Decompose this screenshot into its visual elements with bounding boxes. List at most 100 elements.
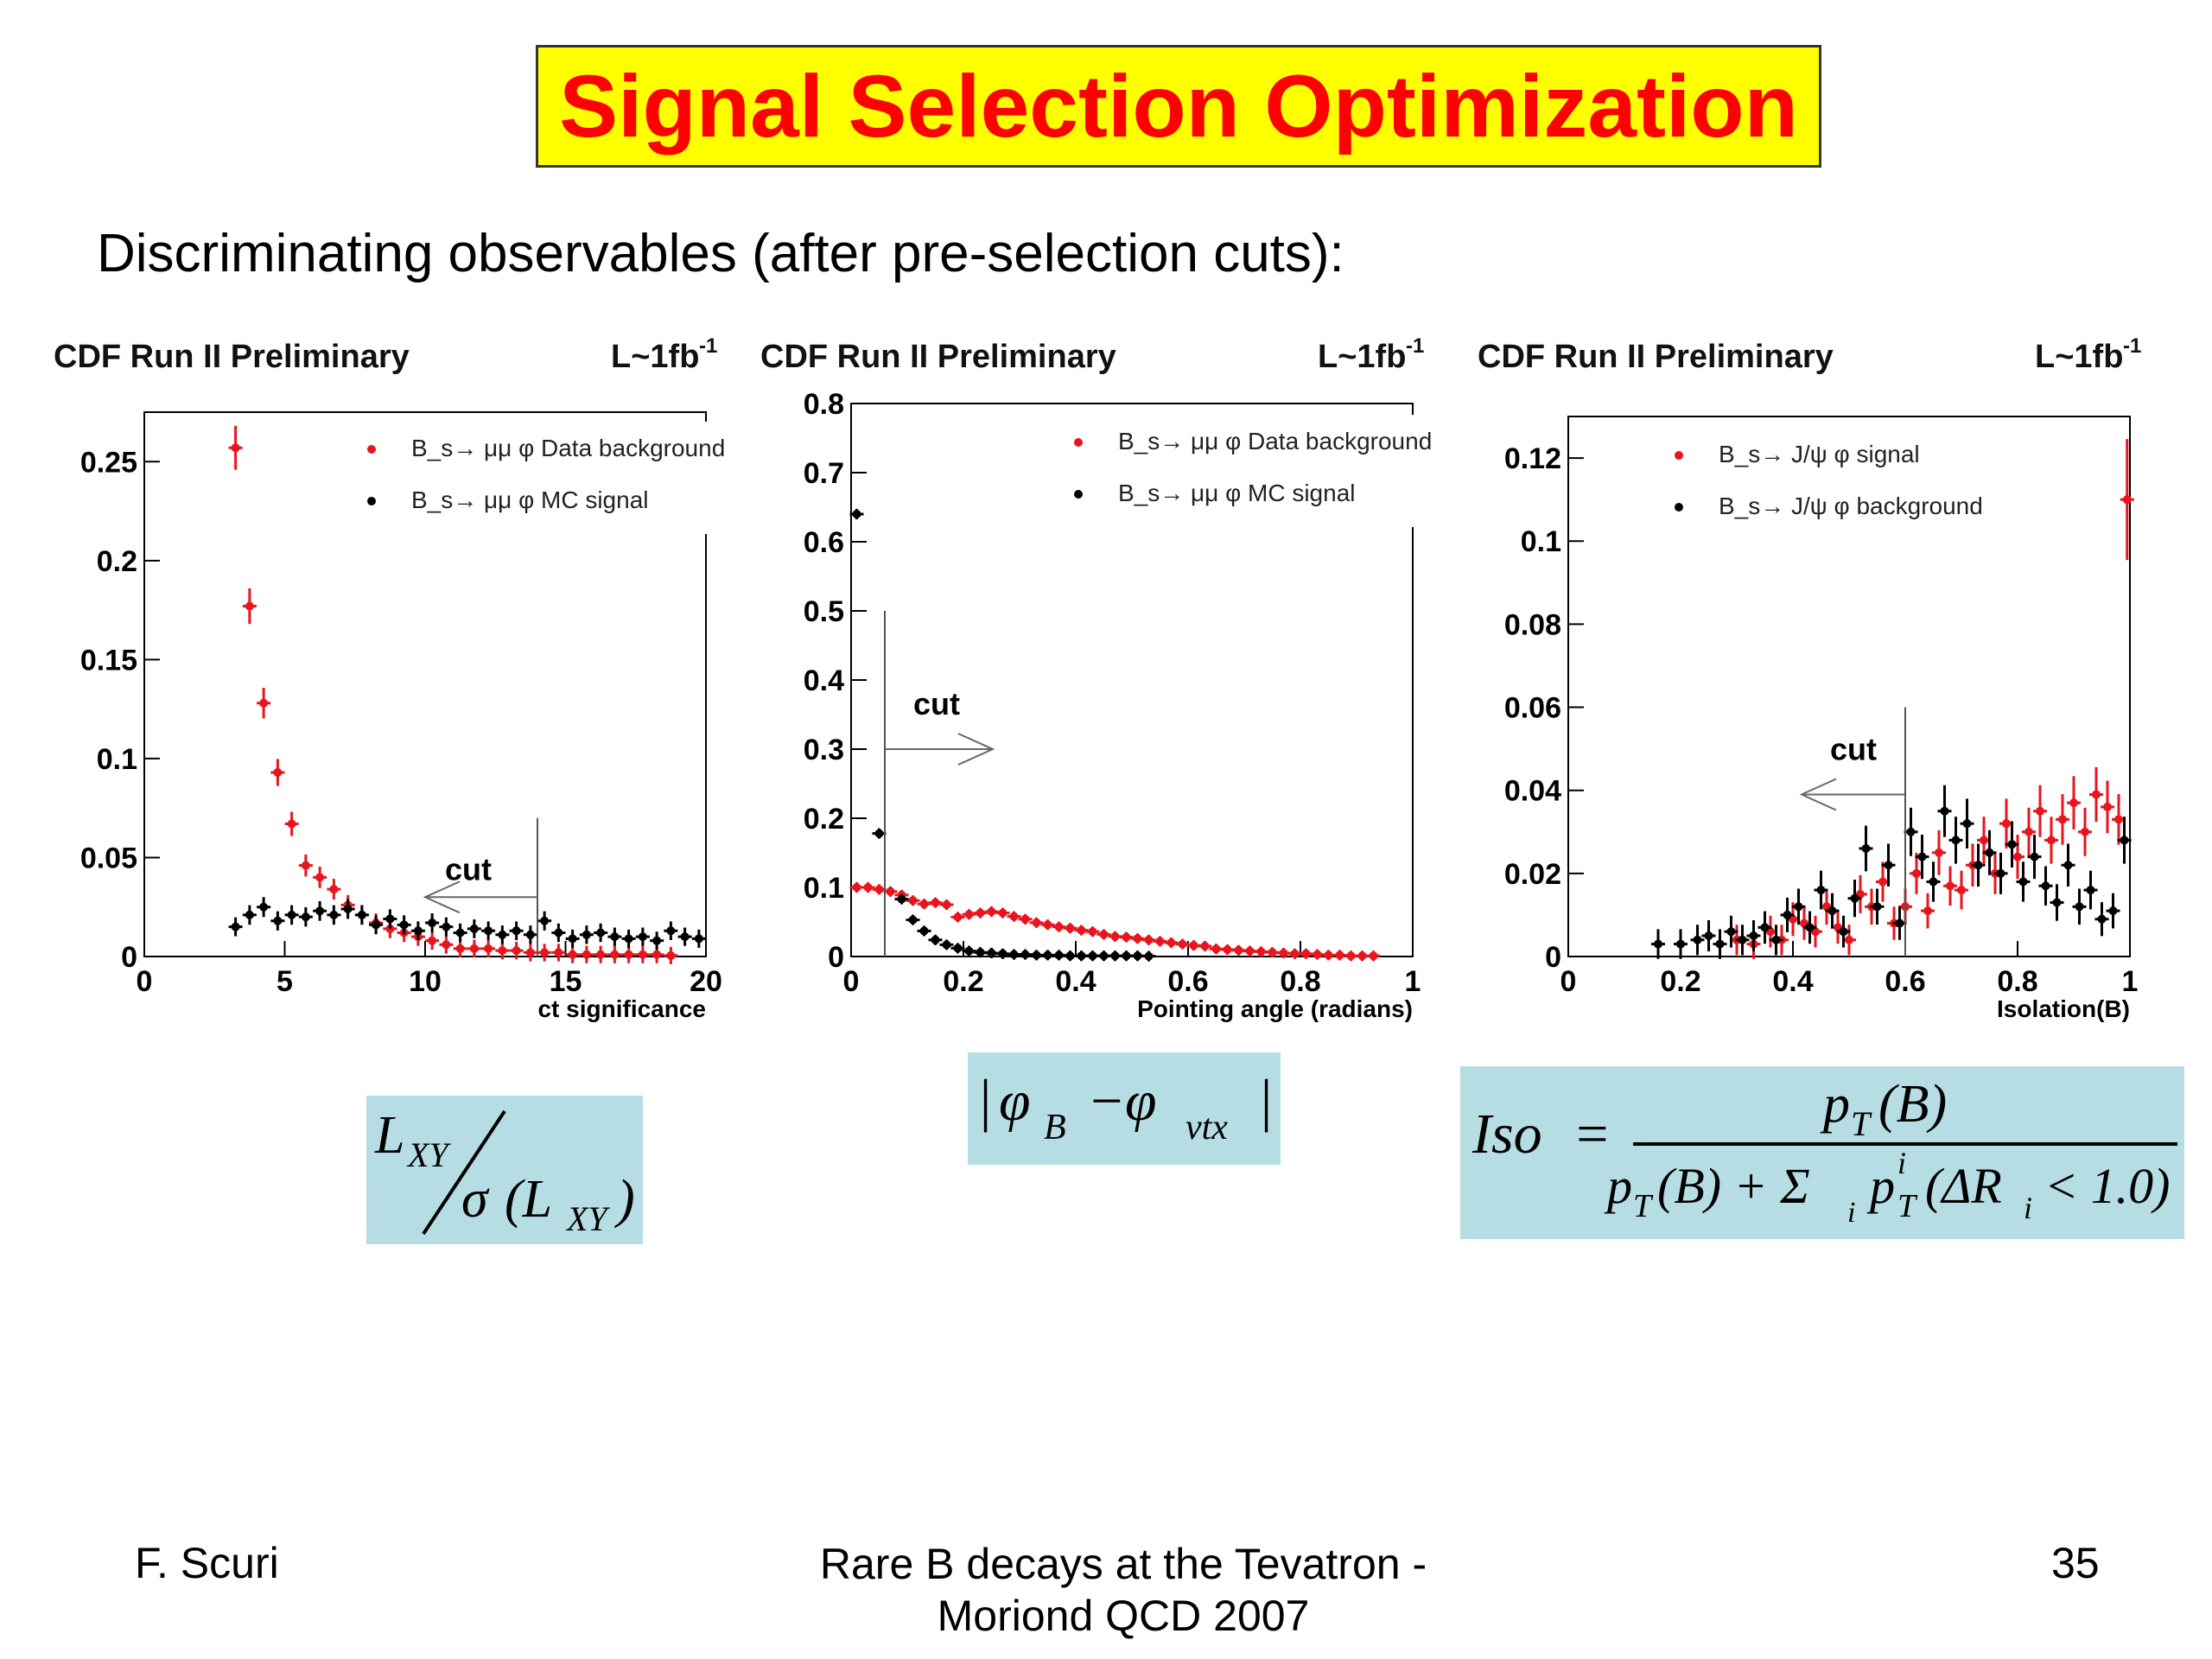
data-point — [987, 949, 996, 957]
legend-marker — [1074, 438, 1083, 447]
plot-ct-significance: CDF Run II Preliminary L~1fb -1 0 0.05 0.1 0.1… — [43, 328, 743, 1041]
data-point — [1980, 836, 1988, 845]
data-point — [1020, 914, 1030, 924]
data-point — [2013, 852, 2022, 861]
formula-iso-den-sub: T — [1633, 1188, 1654, 1224]
data-point — [596, 928, 606, 938]
data-point — [931, 935, 940, 944]
data-point — [1935, 848, 1943, 857]
data-point — [385, 924, 395, 933]
data-point — [1794, 902, 1803, 912]
data-point — [1827, 906, 1837, 916]
y-tick-label: 0.12 — [1504, 442, 1561, 475]
data-point — [1256, 947, 1266, 957]
data-point — [1850, 893, 1859, 903]
data-point — [652, 950, 662, 959]
data-point — [554, 928, 563, 938]
data-point — [1268, 948, 1277, 957]
formula-angle-phi2: φ — [1125, 1070, 1157, 1133]
data-point — [931, 898, 940, 907]
x-tick-label: 20 — [690, 965, 722, 998]
data-point — [2122, 495, 2132, 505]
y-tick-label: 0 — [121, 941, 137, 974]
data-point — [329, 910, 339, 919]
data-point — [919, 899, 929, 909]
data-point — [1122, 951, 1131, 961]
data-point — [315, 906, 325, 916]
data-point — [666, 926, 676, 936]
y-tick-label: 0 — [828, 941, 844, 974]
footer-talk-line2: Moriond QCD 2007 — [937, 1592, 1310, 1640]
x-tick-label: 0.2 — [1660, 965, 1700, 998]
data-point — [1088, 927, 1097, 937]
formula-angle-sub-b: B — [1044, 1108, 1066, 1147]
data-point — [1872, 902, 1882, 912]
data-point — [1962, 819, 1972, 829]
data-point — [942, 940, 951, 950]
data-point — [1771, 935, 1781, 944]
data-point — [2058, 815, 2067, 824]
data-point — [1200, 942, 1210, 950]
data-point — [1693, 935, 1702, 944]
data-point — [1144, 935, 1154, 944]
data-point — [1957, 886, 1966, 895]
data-point — [1290, 949, 1300, 958]
data-point — [385, 914, 395, 924]
data-point — [1805, 923, 1815, 932]
data-point — [1155, 937, 1165, 946]
slide-title-box: Signal Selection Optimization — [536, 45, 1821, 168]
data-point — [259, 902, 269, 912]
formula-lxy-num-sub: XY — [406, 1135, 451, 1174]
x-tick-label: 5 — [276, 965, 293, 998]
data-point — [442, 922, 451, 931]
data-point — [2036, 806, 2044, 816]
formula-iso-den-cond-end: < 1.0) — [2044, 1158, 2170, 1214]
data-point — [852, 883, 861, 892]
formula-lxy-den-close: ) — [614, 1170, 635, 1229]
data-point — [273, 767, 283, 777]
x-tick-label: 0.4 — [1772, 965, 1813, 998]
data-point — [1020, 950, 1030, 959]
data-point — [455, 928, 465, 938]
data-point — [469, 924, 479, 933]
data-point — [1749, 931, 1758, 940]
data-point — [413, 926, 423, 936]
data-point — [287, 910, 296, 919]
data-point — [998, 908, 1007, 918]
formula-angle-open: | — [976, 1067, 993, 1133]
footer-talk-title: Rare B decays at the Tevatron - Moriond … — [778, 1538, 1469, 1642]
data-point — [231, 443, 240, 453]
formula-angle-sub-vtx: vtx — [1185, 1108, 1228, 1147]
data-point — [1676, 939, 1685, 949]
data-point — [919, 926, 929, 936]
plot-header-left: CDF Run II Preliminary — [1478, 339, 1834, 375]
x-tick-label: 0.6 — [1167, 965, 1208, 998]
data-point — [638, 950, 647, 959]
data-point — [455, 944, 465, 953]
plot-pointing-angle-svg: CDF Run II Preliminary L~1fb -1 0 0.1 0.2 0.3 0… — [760, 334, 1432, 1022]
formula-iso-eq: = — [1573, 1103, 1611, 1166]
data-point — [1738, 935, 1747, 944]
data-point — [2097, 914, 2107, 924]
legend-box — [1653, 428, 2024, 540]
x-tick-label: 0.8 — [1280, 965, 1320, 998]
data-point — [1032, 950, 1041, 960]
data-point — [908, 915, 918, 925]
cut-label: cut — [445, 851, 492, 887]
data-point — [638, 932, 647, 942]
data-point — [2086, 886, 2095, 895]
data-point — [1346, 951, 1356, 961]
data-point — [1369, 951, 1378, 961]
formula-angle-phi: φ — [999, 1070, 1031, 1133]
y-tick-label: 0.08 — [1504, 608, 1561, 641]
data-point — [2052, 898, 2062, 907]
data-point — [1054, 950, 1064, 960]
data-point — [624, 950, 633, 959]
data-point — [568, 934, 577, 944]
formula-iso-num-arg: (B) — [1878, 1075, 1947, 1134]
x-tick-label: 0 — [1560, 965, 1577, 998]
y-tick-label: 0.2 — [804, 803, 844, 836]
y-tick-label: 0 — [1545, 941, 1561, 974]
x-tick-label: 0.4 — [1055, 965, 1096, 998]
cut-arrow-head — [423, 880, 461, 914]
